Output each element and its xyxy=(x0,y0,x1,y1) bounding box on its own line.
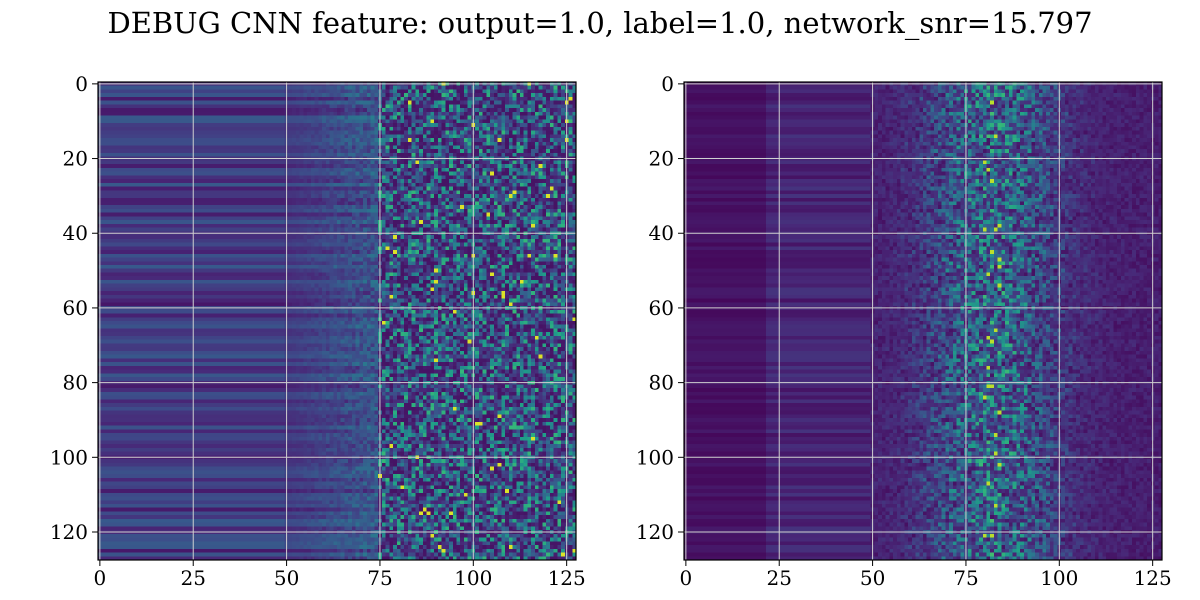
right-y-tick-label: 60 xyxy=(649,296,674,320)
left-y-tick-label: 40 xyxy=(63,221,88,245)
left-x-tick-label: 50 xyxy=(274,566,299,590)
left-heatmap-axes: 0 25 50 75 100 125 0 20 40 60 80 100 120 xyxy=(50,72,586,590)
right-y-tick-label: 20 xyxy=(649,147,674,171)
left-x-tick-label: 125 xyxy=(548,566,586,590)
right-axes-frame xyxy=(683,81,1163,561)
right-y-tick-label: 40 xyxy=(649,221,674,245)
left-y-tick-label: 80 xyxy=(63,371,88,395)
right-x-tick-label: 125 xyxy=(1134,566,1172,590)
left-y-tick-label: 20 xyxy=(63,147,88,171)
right-heatmap-panel: 0 25 50 75 100 125 0 20 40 60 80 100 120 xyxy=(636,72,1172,590)
right-y-tick-label: 80 xyxy=(649,371,674,395)
left-x-tick-label: 25 xyxy=(181,566,206,590)
right-x-tick-label: 25 xyxy=(767,566,792,590)
left-x-tick-label: 0 xyxy=(94,566,107,590)
left-axes-frame xyxy=(97,81,577,561)
right-x-tick-label: 50 xyxy=(860,566,885,590)
right-x-tick-label: 0 xyxy=(680,566,693,590)
left-x-tick-label: 100 xyxy=(454,566,492,590)
left-y-tick-label: 60 xyxy=(63,296,88,320)
left-heatmap-panel: 0 25 50 75 100 125 0 20 40 60 80 100 120 xyxy=(50,72,586,590)
left-y-tick-label: 0 xyxy=(75,72,88,96)
right-heatmap-image xyxy=(684,82,1162,560)
right-heatmap-axes: 0 25 50 75 100 125 0 20 40 60 80 100 120 xyxy=(636,72,1172,590)
left-y-tick-label: 100 xyxy=(50,445,88,469)
left-y-tick-label: 120 xyxy=(50,520,88,544)
figure-title: DEBUG CNN feature: output=1.0, label=1.0… xyxy=(107,6,1093,40)
right-y-tick-label: 100 xyxy=(636,445,674,469)
right-x-tick-label: 75 xyxy=(953,566,978,590)
right-x-tick-label: 100 xyxy=(1040,566,1078,590)
left-x-tick-label: 75 xyxy=(367,566,392,590)
right-y-tick-label: 0 xyxy=(661,72,674,96)
right-y-tick-label: 120 xyxy=(636,520,674,544)
left-heatmap-image xyxy=(98,82,576,560)
